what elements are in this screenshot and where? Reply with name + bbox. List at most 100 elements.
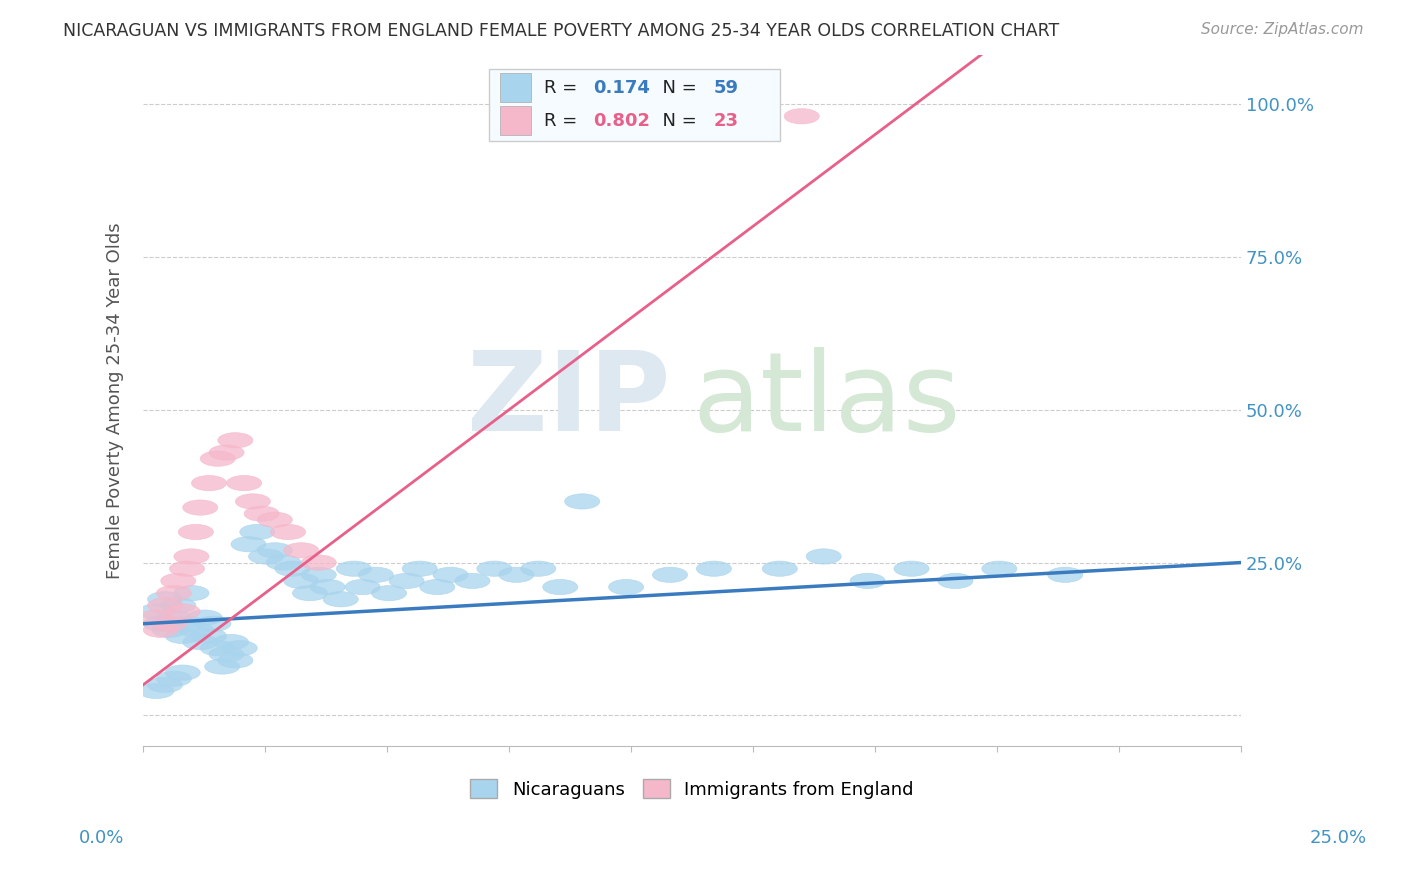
Ellipse shape [139, 604, 174, 619]
Ellipse shape [214, 634, 249, 649]
Ellipse shape [520, 561, 555, 576]
Ellipse shape [218, 433, 253, 448]
Ellipse shape [652, 567, 688, 582]
Text: 0.802: 0.802 [593, 112, 650, 129]
Ellipse shape [456, 574, 491, 589]
Ellipse shape [209, 647, 245, 662]
Ellipse shape [165, 628, 200, 644]
Text: N =: N = [651, 112, 703, 129]
Ellipse shape [200, 451, 235, 467]
Legend: Nicaraguans, Immigrants from England: Nicaraguans, Immigrants from England [463, 772, 921, 806]
Ellipse shape [249, 549, 284, 564]
FancyBboxPatch shape [501, 105, 530, 135]
Ellipse shape [301, 555, 336, 570]
Ellipse shape [543, 580, 578, 595]
Ellipse shape [160, 598, 195, 613]
Ellipse shape [245, 506, 280, 521]
Ellipse shape [179, 623, 214, 638]
Ellipse shape [292, 585, 328, 601]
Ellipse shape [226, 475, 262, 491]
Ellipse shape [389, 574, 425, 589]
Ellipse shape [323, 591, 359, 607]
Ellipse shape [336, 561, 371, 576]
Text: ZIP: ZIP [467, 347, 671, 454]
Ellipse shape [301, 567, 336, 582]
Ellipse shape [762, 561, 797, 576]
Ellipse shape [402, 561, 437, 576]
Text: Source: ZipAtlas.com: Source: ZipAtlas.com [1201, 22, 1364, 37]
Text: R =: R = [544, 112, 583, 129]
Ellipse shape [179, 524, 214, 540]
Ellipse shape [218, 653, 253, 668]
Ellipse shape [170, 561, 205, 576]
Ellipse shape [274, 561, 309, 576]
Ellipse shape [266, 555, 301, 570]
Text: atlas: atlas [692, 347, 960, 454]
Ellipse shape [284, 542, 319, 558]
Ellipse shape [209, 445, 245, 460]
Text: 0.174: 0.174 [593, 78, 650, 96]
Ellipse shape [195, 616, 231, 632]
Ellipse shape [156, 585, 191, 601]
Ellipse shape [270, 524, 305, 540]
Ellipse shape [981, 561, 1017, 576]
Ellipse shape [235, 494, 270, 509]
Ellipse shape [165, 665, 200, 681]
Ellipse shape [1047, 567, 1083, 582]
Ellipse shape [257, 512, 292, 527]
Ellipse shape [143, 616, 179, 632]
Ellipse shape [170, 616, 205, 632]
Text: N =: N = [651, 78, 703, 96]
Ellipse shape [200, 640, 235, 656]
Ellipse shape [160, 574, 195, 589]
Ellipse shape [785, 109, 820, 124]
Ellipse shape [148, 591, 183, 607]
Text: R =: R = [544, 78, 583, 96]
Ellipse shape [433, 567, 468, 582]
Ellipse shape [152, 616, 187, 632]
Ellipse shape [344, 580, 380, 595]
FancyBboxPatch shape [501, 73, 530, 102]
Ellipse shape [609, 580, 644, 595]
Ellipse shape [183, 634, 218, 649]
Ellipse shape [191, 475, 226, 491]
Ellipse shape [359, 567, 394, 582]
Ellipse shape [240, 524, 274, 540]
Ellipse shape [156, 610, 191, 625]
Ellipse shape [191, 628, 226, 644]
Ellipse shape [851, 574, 886, 589]
Ellipse shape [231, 537, 266, 552]
Ellipse shape [309, 580, 344, 595]
Ellipse shape [165, 604, 200, 619]
Y-axis label: Female Poverty Among 25-34 Year Olds: Female Poverty Among 25-34 Year Olds [107, 222, 124, 579]
Ellipse shape [222, 640, 257, 656]
Ellipse shape [938, 574, 973, 589]
Ellipse shape [477, 561, 512, 576]
Ellipse shape [174, 585, 209, 601]
Ellipse shape [187, 610, 222, 625]
Ellipse shape [806, 549, 841, 564]
Ellipse shape [371, 585, 406, 601]
Ellipse shape [420, 580, 456, 595]
Ellipse shape [205, 659, 240, 674]
FancyBboxPatch shape [489, 69, 780, 142]
Ellipse shape [284, 574, 319, 589]
Ellipse shape [139, 610, 174, 625]
Ellipse shape [565, 494, 600, 509]
Text: 59: 59 [714, 78, 740, 96]
Ellipse shape [183, 500, 218, 516]
Ellipse shape [139, 683, 174, 698]
Text: 23: 23 [714, 112, 740, 129]
Ellipse shape [696, 561, 731, 576]
Ellipse shape [894, 561, 929, 576]
Text: NICARAGUAN VS IMMIGRANTS FROM ENGLAND FEMALE POVERTY AMONG 25-34 YEAR OLDS CORRE: NICARAGUAN VS IMMIGRANTS FROM ENGLAND FE… [63, 22, 1060, 40]
Ellipse shape [152, 623, 187, 638]
Text: 0.0%: 0.0% [79, 830, 124, 847]
Text: 25.0%: 25.0% [1310, 830, 1367, 847]
Ellipse shape [174, 549, 209, 564]
Ellipse shape [156, 671, 191, 686]
Ellipse shape [148, 677, 183, 692]
Ellipse shape [257, 542, 292, 558]
Ellipse shape [143, 623, 179, 638]
Ellipse shape [148, 598, 183, 613]
